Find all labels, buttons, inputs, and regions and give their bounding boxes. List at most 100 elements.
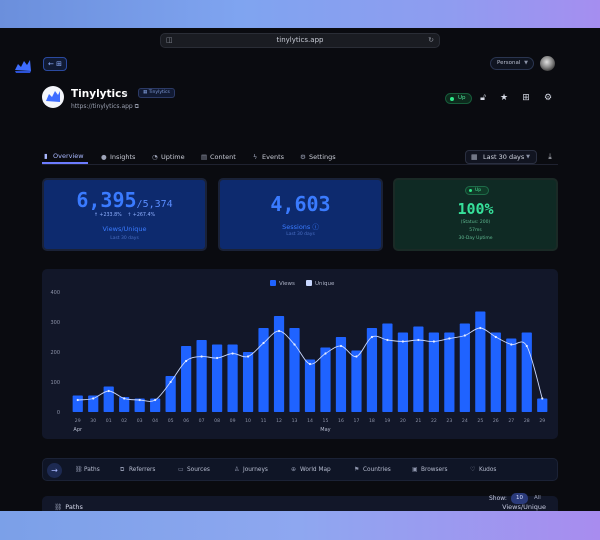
nav-item-referrers[interactable]: ⧉ Referrers [120, 466, 155, 474]
x-tick-label: 04 [152, 418, 158, 424]
user-avatar[interactable] [540, 56, 555, 71]
nav-item-journeys[interactable]: ♙ Journeys [234, 466, 268, 473]
tab-label: Overview [53, 152, 84, 160]
x-tick-label: 03 [137, 418, 143, 424]
tab-uptime[interactable]: ◔ Uptime [152, 153, 185, 161]
background-band [0, 511, 600, 540]
external-link-icon: ⧉ [120, 466, 125, 473]
views-stat-card[interactable]: 6,395/5,374 ↑ +233.8% ↑ +267.4% Views/Un… [42, 178, 207, 251]
month-label: Apr [73, 427, 83, 433]
browser-url-bar[interactable]: ◫ tinylytics.app ↻ [160, 33, 440, 48]
tab-insights[interactable]: ● Insights [101, 153, 135, 161]
x-tick-label: 05 [168, 418, 174, 424]
views-deltas: ↑ +233.8% ↑ +267.4% [44, 213, 205, 218]
nav-item-kudos[interactable]: ♡ Kudos [470, 466, 496, 473]
site-url-link[interactable]: https://tinylytics.app ⧉ [71, 103, 139, 111]
sessions-stat-card[interactable]: 4,603 Sessions ⓘ Last 30 days [218, 178, 383, 251]
bar-views [397, 332, 409, 412]
site-switcher-chevron-icon[interactable]: ⌄ [123, 89, 129, 97]
date-range-label: Last 30 days [483, 153, 525, 161]
reports-nav: → ⛓︎Paths ⧉ Referrers ▭ Sources ♙ Journeys … [42, 458, 558, 481]
bar-views [289, 328, 300, 412]
arrow-left-icon: ← [48, 60, 54, 68]
nav-item-browsers[interactable]: ▣ Browsers [412, 466, 448, 473]
bar-views [211, 344, 223, 412]
flag-icon: ⚑ [354, 466, 360, 473]
nav-item-countries[interactable]: ⚑ Countries [354, 466, 391, 473]
nav-item-paths[interactable]: ⛓︎Paths [75, 466, 100, 473]
y-tick-label: 0 [57, 410, 60, 416]
bar-views [428, 332, 439, 412]
bar-views [242, 352, 254, 412]
bar-views [181, 346, 192, 412]
star-icon[interactable]: ★ [499, 93, 509, 103]
download-icon[interactable]: ⤓ [548, 152, 552, 161]
x-tick-label: 24 [462, 418, 468, 424]
info-icon[interactable]: ⓘ [312, 223, 319, 231]
unique-point [231, 352, 234, 355]
globe-icon: ⊕ [291, 466, 297, 473]
x-tick-label: 15 [323, 418, 329, 424]
sessions-sub: Last 30 days [286, 232, 315, 237]
sessions-label: Sessions [282, 223, 311, 231]
bar-views [506, 338, 517, 412]
tab-overview[interactable]: ▮ Overview [44, 152, 84, 160]
tab-events[interactable]: ϟ Events [253, 153, 284, 161]
unique-point [169, 380, 172, 384]
active-tab-indicator [42, 162, 88, 164]
gear-icon[interactable]: ⚙ [543, 93, 553, 103]
chevron-down-icon: ▼ [524, 60, 528, 66]
uptime-stat-card[interactable]: Up 100% (Status: 200) 57ms 30-Day Uptime [393, 178, 558, 251]
x-tick-label: 28 [524, 418, 530, 424]
privacy-shield-icon: ◫ [166, 36, 173, 44]
x-tick-label: 08 [214, 418, 220, 424]
bar-views [413, 326, 424, 412]
tab-settings[interactable]: ⚙ Settings [300, 153, 336, 161]
uptime-status-badge: Up [465, 186, 489, 195]
lock-icon[interactable]: 🔓︎ [480, 93, 486, 103]
bar-views [521, 332, 532, 412]
views-sub: Last 30 days [110, 236, 139, 241]
x-tick-label: 25 [477, 418, 483, 424]
back-to-sites-button[interactable]: ← ⊞ [43, 57, 67, 71]
paths-title-row: ⛓︎ Paths [54, 503, 83, 511]
x-tick-label: 14 [307, 418, 313, 424]
site-name[interactable]: Tinylytics [71, 88, 128, 100]
paths-title: Paths [65, 503, 83, 511]
show-all-button[interactable]: All [534, 495, 541, 501]
y-tick-label: 100 [50, 380, 60, 386]
unique-point [386, 338, 389, 342]
gear-icon: ⚙ [300, 153, 306, 161]
x-tick-label: 29 [539, 418, 545, 424]
x-tick-label: 12 [276, 418, 282, 424]
lightbulb-icon: ● [101, 153, 107, 161]
bar-views [88, 395, 99, 412]
unique-point [107, 389, 110, 393]
date-range-select[interactable]: ▦ Last 30 days ▼ [465, 150, 537, 164]
unique-point [277, 329, 281, 333]
tab-content[interactable]: ▤ Content [201, 153, 236, 161]
site-badge-label: Tinylytics [148, 90, 170, 95]
workspace-select[interactable]: Personal ▼ [490, 57, 534, 70]
unique-point [432, 340, 435, 343]
unique-point [448, 337, 451, 340]
reload-icon[interactable]: ↻ [428, 36, 434, 44]
tinylytics-logo-icon[interactable] [13, 58, 33, 74]
show-10-button[interactable]: 10 [511, 493, 528, 504]
tab-label: Content [210, 153, 236, 161]
nav-item-sources[interactable]: ▭ Sources [178, 466, 210, 473]
x-tick-label: 17 [354, 418, 360, 424]
arrow-right-icon[interactable]: → [47, 463, 62, 478]
nav-label: Journeys [243, 467, 268, 473]
grid-icon[interactable]: ⊞ [522, 93, 530, 103]
nav-item-world-map[interactable]: ⊕ World Map [291, 466, 331, 473]
bar-views [273, 316, 285, 412]
bar-views [134, 398, 145, 412]
bar-views [351, 350, 362, 412]
y-tick-label: 300 [50, 320, 60, 326]
x-tick-label: 10 [245, 418, 251, 424]
tab-label: Insights [110, 153, 136, 161]
show-label: Show: [489, 495, 507, 502]
uptime-label: 30-Day Uptime [458, 236, 493, 241]
uptime-value: 100% [457, 200, 494, 218]
